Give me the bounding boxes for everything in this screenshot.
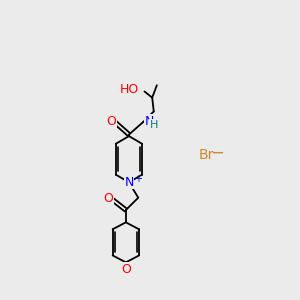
Text: N: N [145,115,154,128]
Text: O: O [103,192,113,205]
Text: N: N [124,176,134,189]
Text: +: + [134,174,142,184]
Text: Br: Br [199,148,214,162]
Text: O: O [106,115,116,128]
Text: −: − [210,143,224,161]
Text: O: O [121,263,131,276]
Text: HO: HO [120,82,139,96]
Text: H: H [150,119,158,130]
